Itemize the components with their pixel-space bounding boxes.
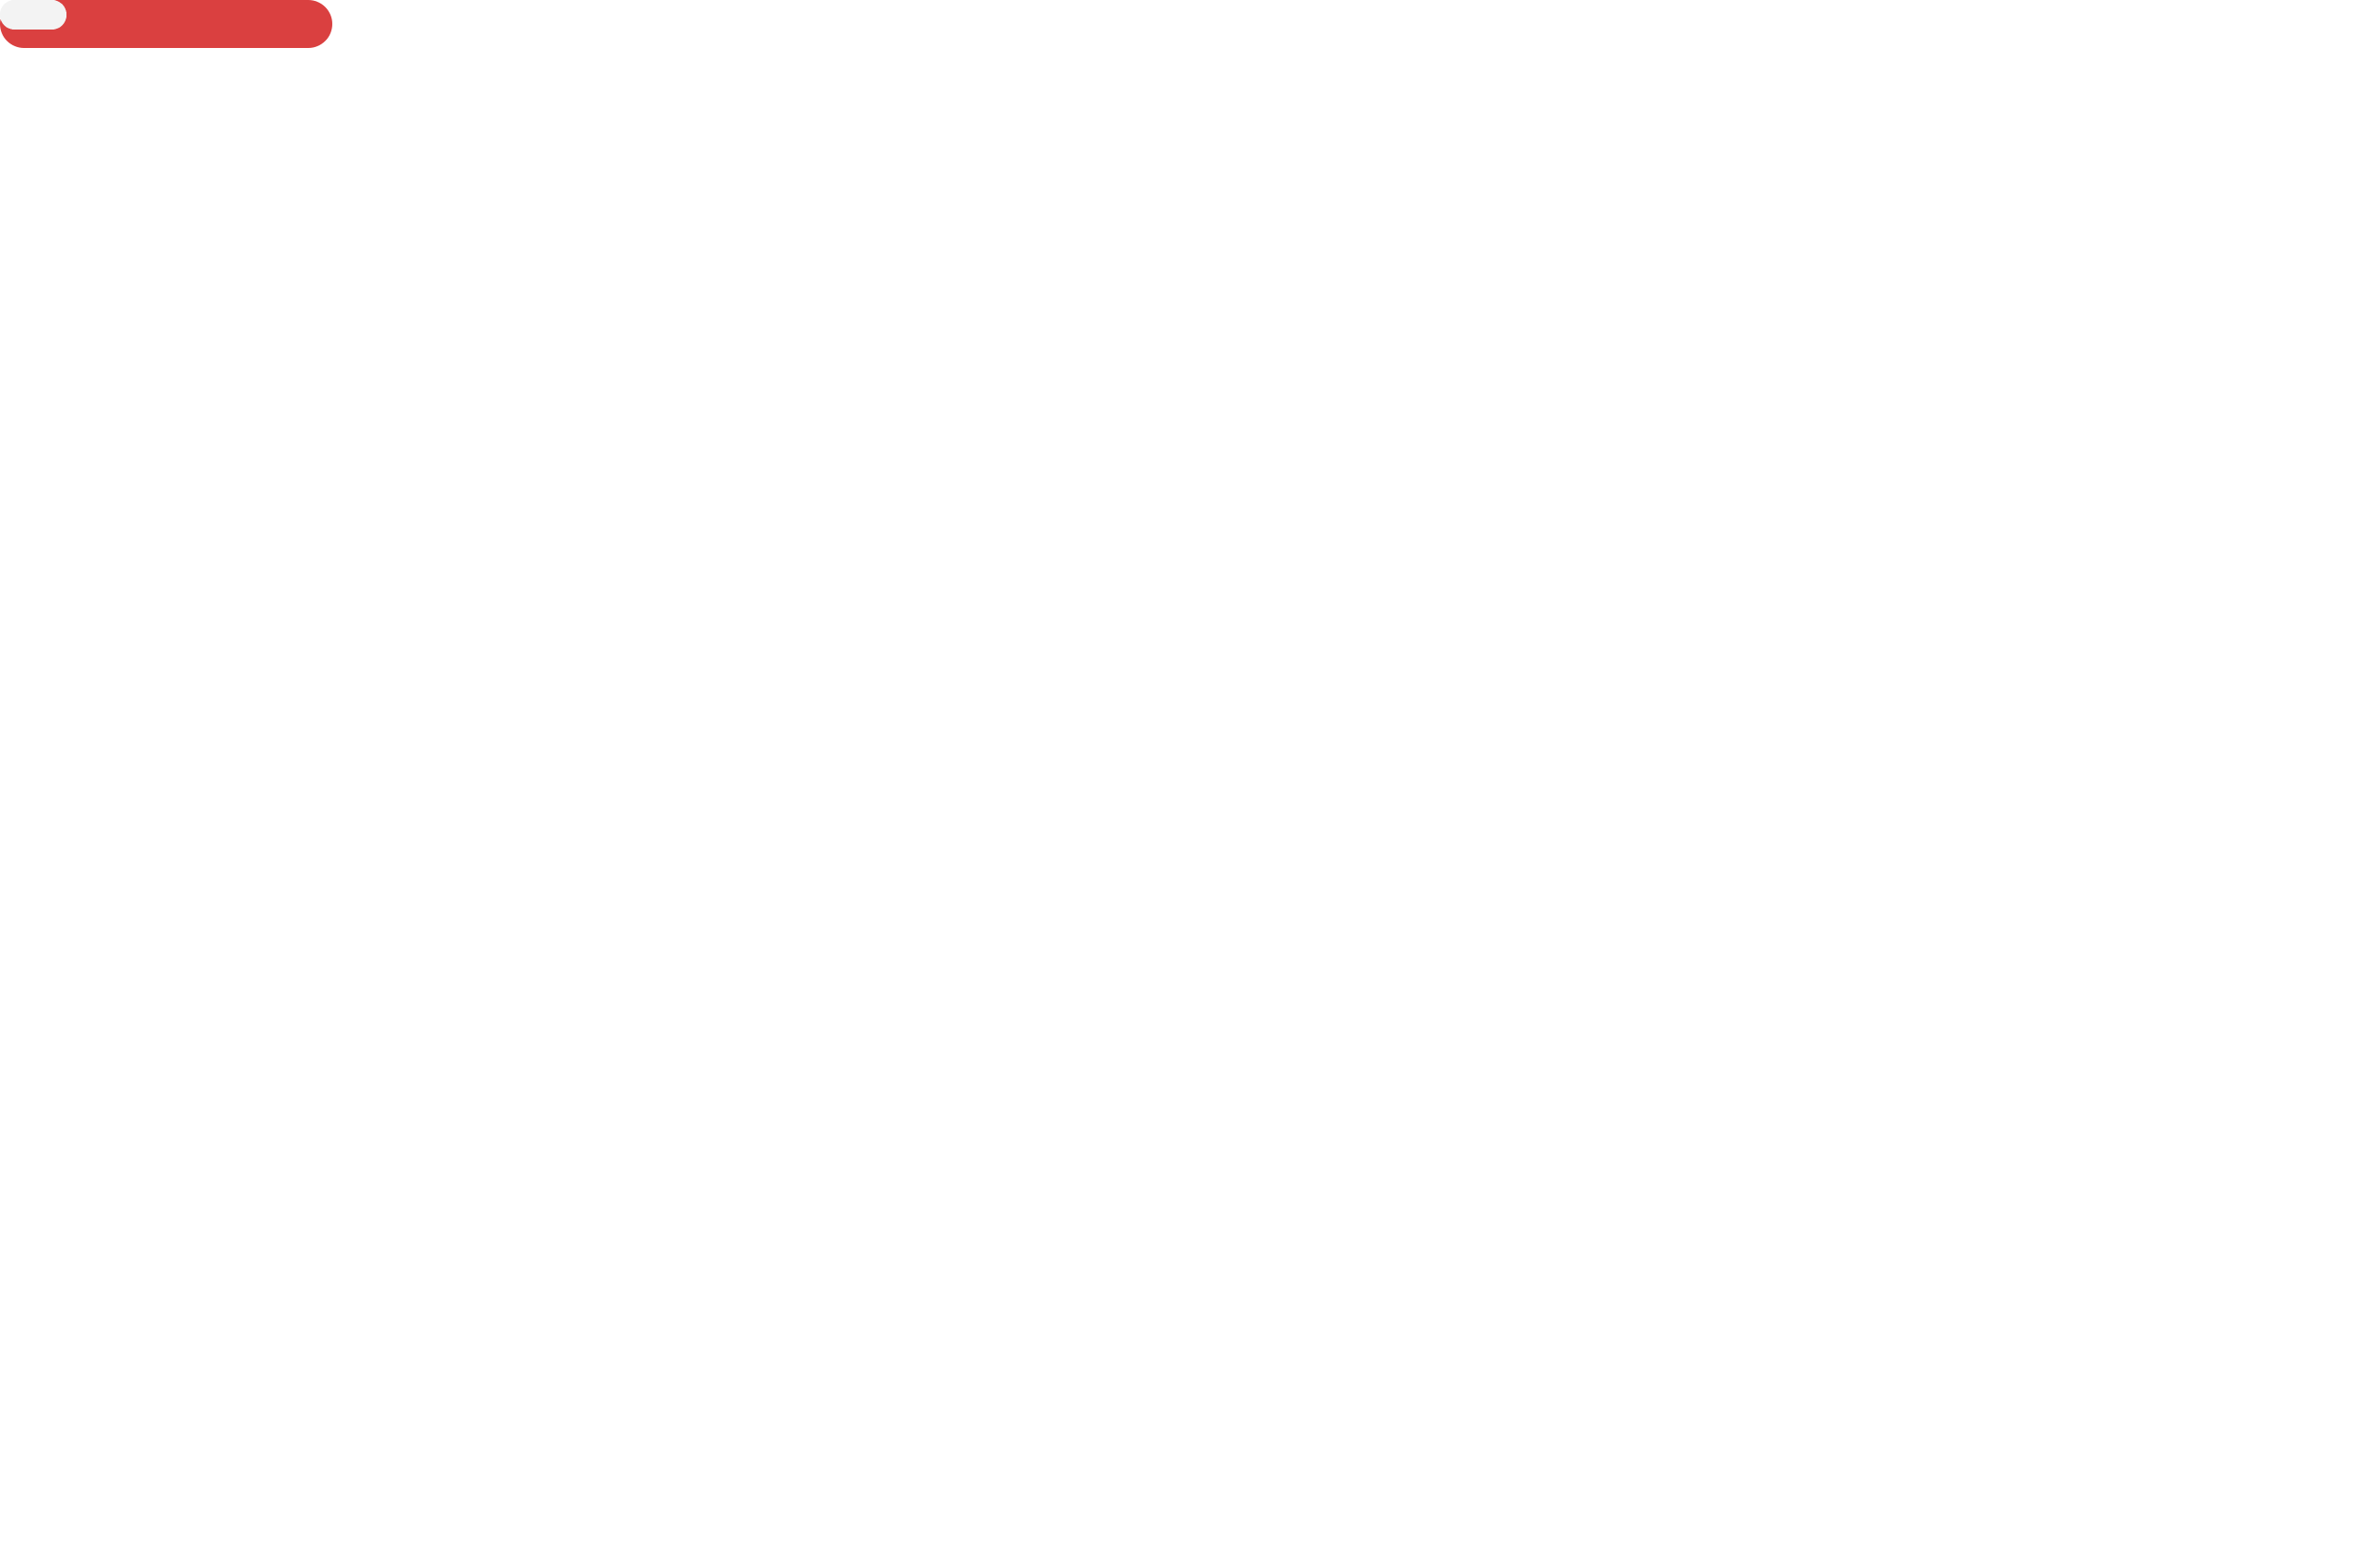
edge-layer bbox=[0, 0, 2363, 1568]
branch-entry bbox=[0, 0, 66, 30]
mindmap-canvas bbox=[0, 0, 2363, 1568]
